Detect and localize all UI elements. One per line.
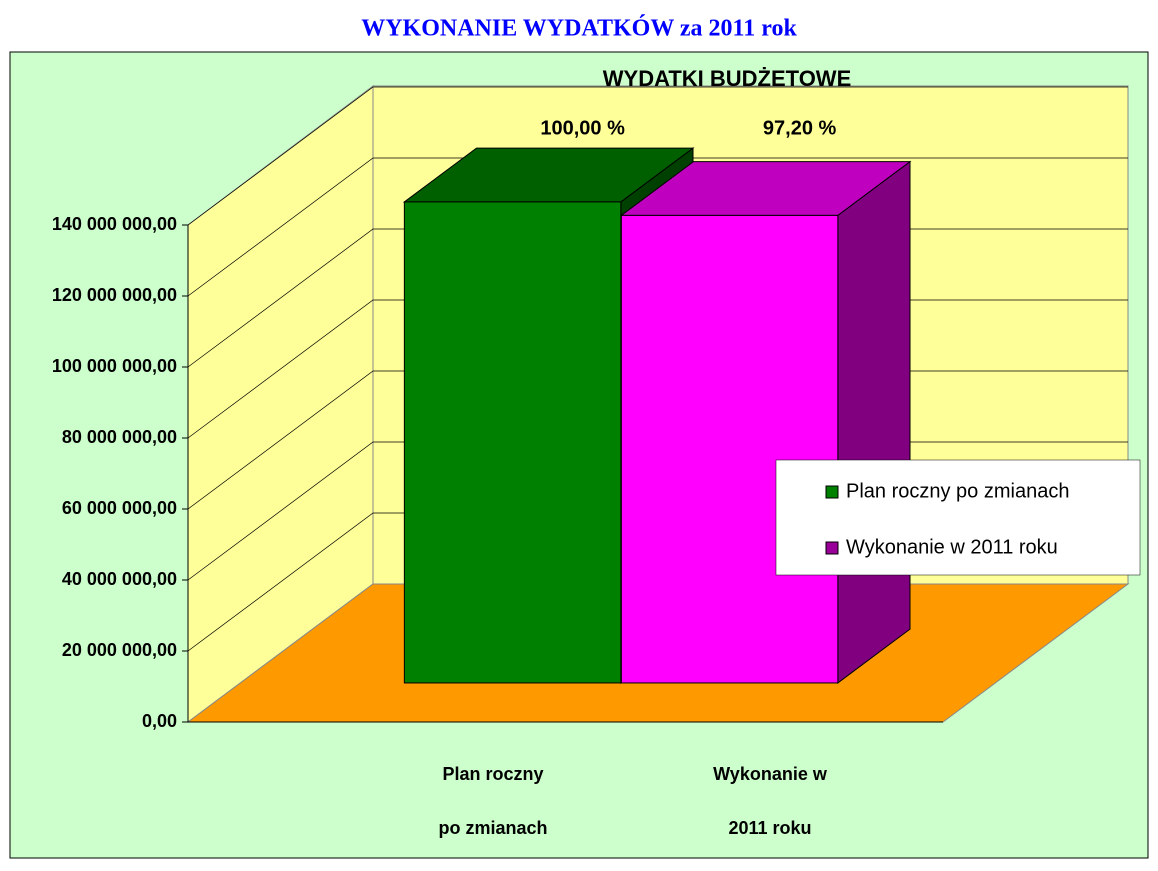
legend bbox=[775, 459, 1141, 576]
y-tick-label: 0,00 bbox=[142, 711, 177, 731]
bar bbox=[620, 214, 839, 684]
y-tick-label: 140 000 000,00 bbox=[52, 214, 177, 234]
y-tick-label: 20 000 000,00 bbox=[62, 640, 177, 660]
x-tick-label: po zmianach bbox=[438, 818, 547, 838]
y-tick-label: 120 000 000,00 bbox=[52, 285, 177, 305]
percent-label: 97,20 % bbox=[763, 117, 837, 139]
legend-label: Wykonanie w 2011 roku bbox=[846, 536, 1058, 558]
x-tick-label: 2011 roku bbox=[728, 818, 811, 838]
page-title: WYKONANIE WYDATKÓW za 2011 rok bbox=[361, 15, 797, 42]
legend-label: Plan roczny po zmianach bbox=[846, 480, 1069, 502]
y-tick-label: 100 000 000,00 bbox=[52, 356, 177, 376]
y-tick-label: 40 000 000,00 bbox=[62, 569, 177, 589]
legend-swatch bbox=[825, 485, 839, 499]
legend-swatch bbox=[825, 541, 839, 555]
x-tick-label: Plan roczny bbox=[442, 764, 543, 784]
bar bbox=[403, 201, 622, 684]
y-tick-label: 80 000 000,00 bbox=[62, 427, 177, 447]
x-tick-label: Wykonanie w bbox=[713, 764, 828, 784]
bar-side bbox=[837, 160, 911, 684]
grid-line bbox=[187, 157, 1128, 297]
chart-title: WYDATKI BUDŻETOWE bbox=[603, 66, 852, 91]
grid-line bbox=[187, 86, 1128, 226]
percent-label: 100,00 % bbox=[540, 117, 625, 139]
y-tick-label: 60 000 000,00 bbox=[62, 498, 177, 518]
